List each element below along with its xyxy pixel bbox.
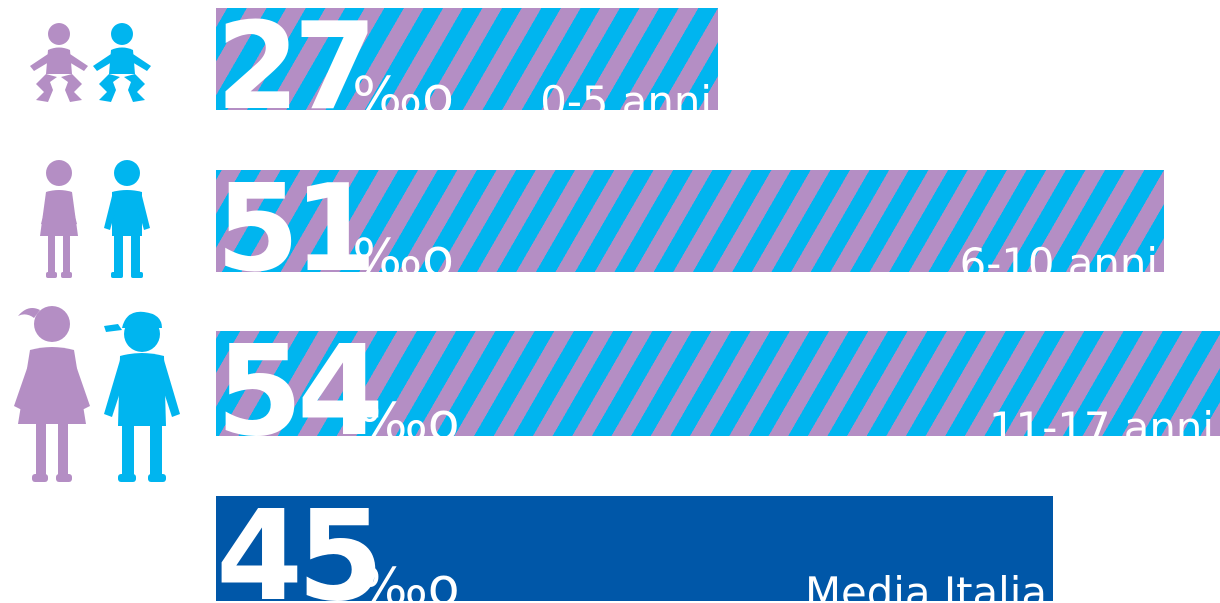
teen-icons bbox=[14, 306, 180, 482]
child-icons bbox=[40, 160, 150, 278]
bar-0-5-anni: 27 ‰o 0-5 anni bbox=[216, 8, 718, 110]
bar-6-10-anni: 51 ‰o 6-10 anni bbox=[216, 170, 1164, 272]
unit-label: ‰o bbox=[358, 393, 460, 436]
unit-label: ‰o bbox=[352, 67, 454, 110]
category-label: 11-17 anni bbox=[989, 403, 1214, 436]
category-label: 6-10 anni bbox=[959, 239, 1158, 272]
bar-media-italia: 45 ‰o Media Italia bbox=[216, 496, 1053, 601]
category-label: 0-5 anni bbox=[540, 77, 712, 110]
boy-icon bbox=[104, 160, 150, 278]
teen-boy-with-cap-icon bbox=[104, 311, 180, 482]
value-label: 27 bbox=[216, 8, 377, 110]
teen-girl-icon bbox=[14, 306, 90, 482]
girl-icon bbox=[40, 160, 78, 278]
value-label: 51 bbox=[216, 170, 377, 272]
baby-boy-icon bbox=[93, 23, 151, 102]
bar-11-17-anni: 54 ‰o 11-17 anni bbox=[216, 331, 1220, 436]
baby-girl-icon bbox=[30, 23, 88, 102]
value-label: 54 bbox=[216, 331, 384, 436]
unit-label: ‰o bbox=[352, 229, 454, 272]
value-label: 45 bbox=[216, 496, 384, 601]
category-label: Media Italia bbox=[805, 568, 1047, 601]
baby-icons bbox=[30, 23, 151, 102]
unit-label: ‰o bbox=[358, 558, 460, 601]
